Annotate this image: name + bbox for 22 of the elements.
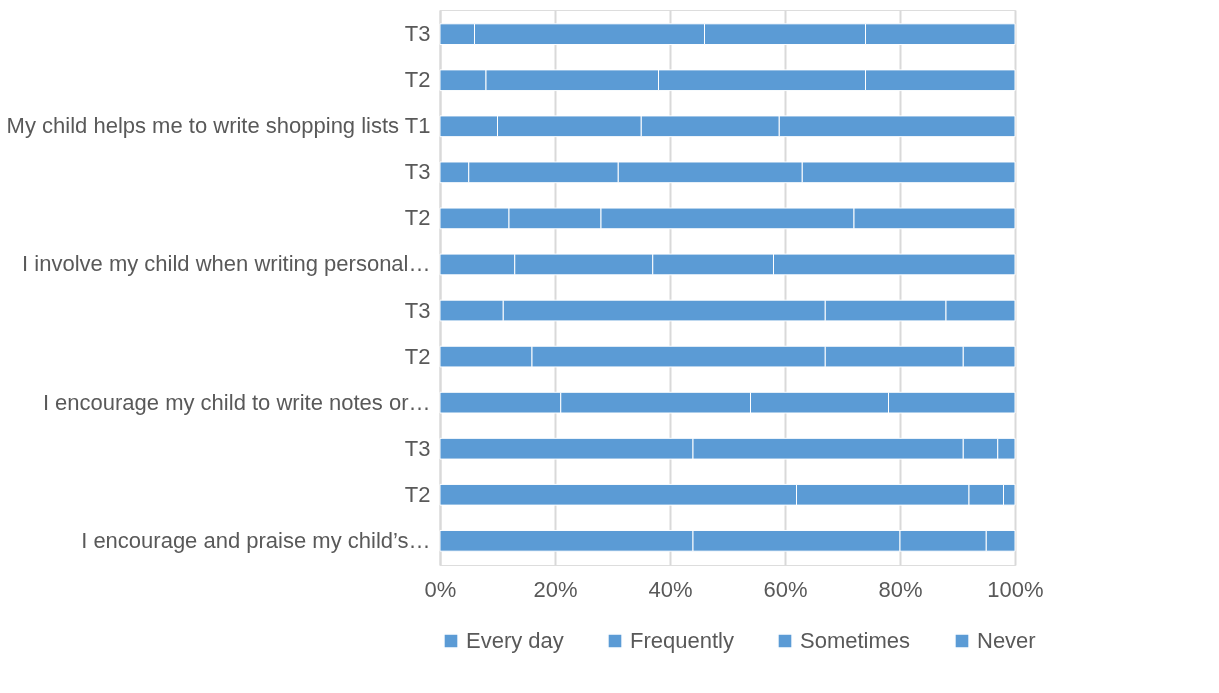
y-tick-label: I encourage my child to write notes or… (42, 389, 431, 415)
x-tick-label: 80% (878, 576, 923, 602)
y-tick-label: T2 (404, 343, 431, 369)
y-tick-label: T3 (404, 297, 431, 323)
y-tick-label: T2 (404, 205, 431, 231)
y-tick-label: My child helps me to write shopping lists T1 (6, 113, 431, 139)
x-tick-label: 60% (763, 576, 808, 602)
x-tick-label: 20% (533, 576, 578, 602)
y-tick-label: T3 (404, 21, 431, 47)
legend-label: Frequently (630, 628, 734, 653)
y-tick-label: T3 (404, 159, 431, 185)
y-tick-label: I involve my child when writing personal… (22, 251, 431, 277)
y-tick-label: T3 (404, 435, 431, 461)
y-tick-label: T2 (404, 481, 431, 507)
x-tick-label: 100% (987, 576, 1044, 602)
x-tick-label: 40% (648, 576, 693, 602)
legend-label: Never (977, 628, 1036, 653)
y-tick-label: I encourage and praise my child’s… (81, 527, 431, 553)
legend-label: Sometimes (800, 628, 911, 653)
legend-label: Every day (466, 628, 564, 653)
x-tick-label: 0% (424, 576, 457, 602)
y-tick-label: T2 (404, 67, 431, 93)
